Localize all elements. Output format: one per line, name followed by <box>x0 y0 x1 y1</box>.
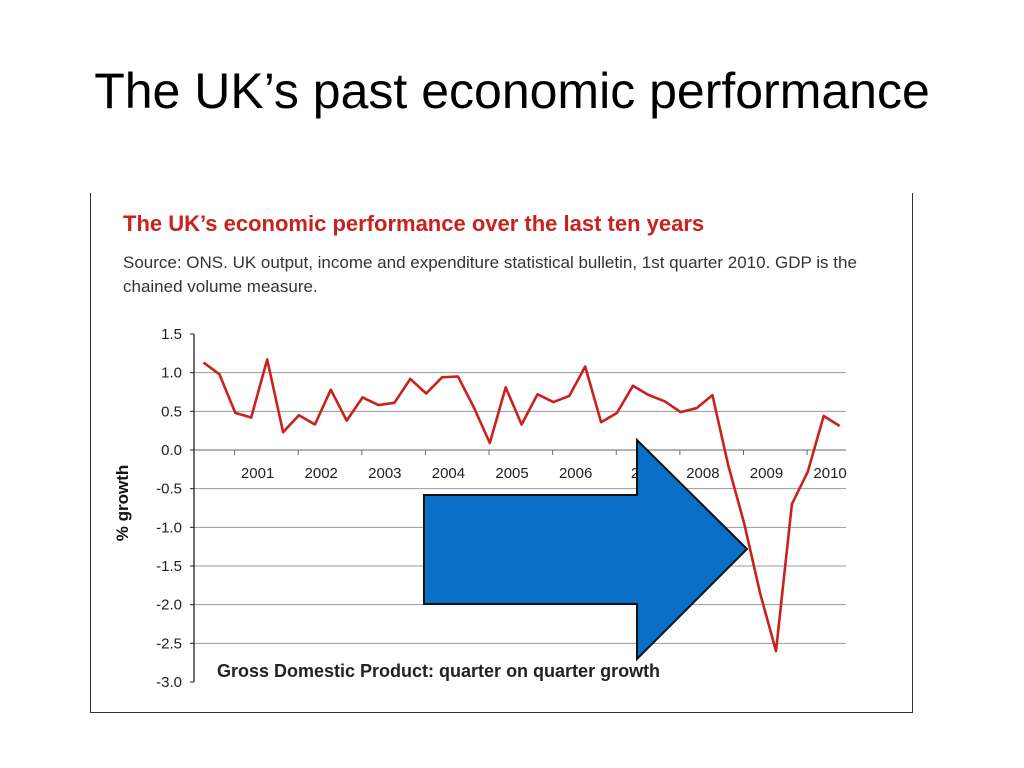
x-tick-label: 2009 <box>750 465 783 482</box>
x-tick-label: 2006 <box>559 465 592 482</box>
gdp-growth-line <box>202 358 841 653</box>
x-tick-label: 2004 <box>432 465 465 482</box>
chart-frame: The UK’s economic performance over the l… <box>90 193 913 713</box>
y-tick-label: -3.0 <box>156 674 182 691</box>
y-tick-label: 1.0 <box>161 365 182 382</box>
x-tick-label: 2003 <box>368 465 401 482</box>
chart-caption: Gross Domestic Product: quarter on quart… <box>217 661 660 681</box>
gdp-line-chart: 1.5 1.0 0.5 0.0 -0.5 -1.0 -1.5 -2.0 -2.5 -3.0 200… <box>113 326 847 691</box>
chart-title: The UK’s economic performance over the l… <box>123 211 705 236</box>
arrow-annotation <box>423 437 749 662</box>
y-axis-title: % growth <box>113 465 132 542</box>
x-tick-label: 2002 <box>305 465 338 482</box>
y-tick-label: 1.5 <box>161 326 182 343</box>
x-tick-label: 2008 <box>686 465 719 482</box>
y-tick-labels: 1.5 1.0 0.5 0.0 -0.5 -1.0 -1.5 -2.0 -2.5 -3.0 <box>156 326 182 691</box>
blue-right-arrow <box>423 437 749 662</box>
series-layer <box>202 358 841 653</box>
axes <box>190 333 808 683</box>
y-tick-label: 0.0 <box>161 442 182 459</box>
y-tick-label: -1.0 <box>156 519 182 536</box>
y-tick-label: -1.5 <box>156 558 182 575</box>
x-tick-label: 2005 <box>495 465 528 482</box>
y-tick-label: -0.5 <box>156 481 182 498</box>
y-tick-label: -2.0 <box>156 597 182 614</box>
x-tick-labels: 20012002200320042005200620200820092010 <box>241 465 847 482</box>
chart-subtitle: Source: ONS. UK output, income and expen… <box>123 253 857 296</box>
x-tick-label: 2010 <box>813 465 846 482</box>
x-tick-label: 2001 <box>241 465 274 482</box>
y-tick-label: -2.5 <box>156 635 182 652</box>
y-tick-label: 0.5 <box>161 403 182 420</box>
slide-title: The UK’s past economic performance <box>94 63 930 119</box>
